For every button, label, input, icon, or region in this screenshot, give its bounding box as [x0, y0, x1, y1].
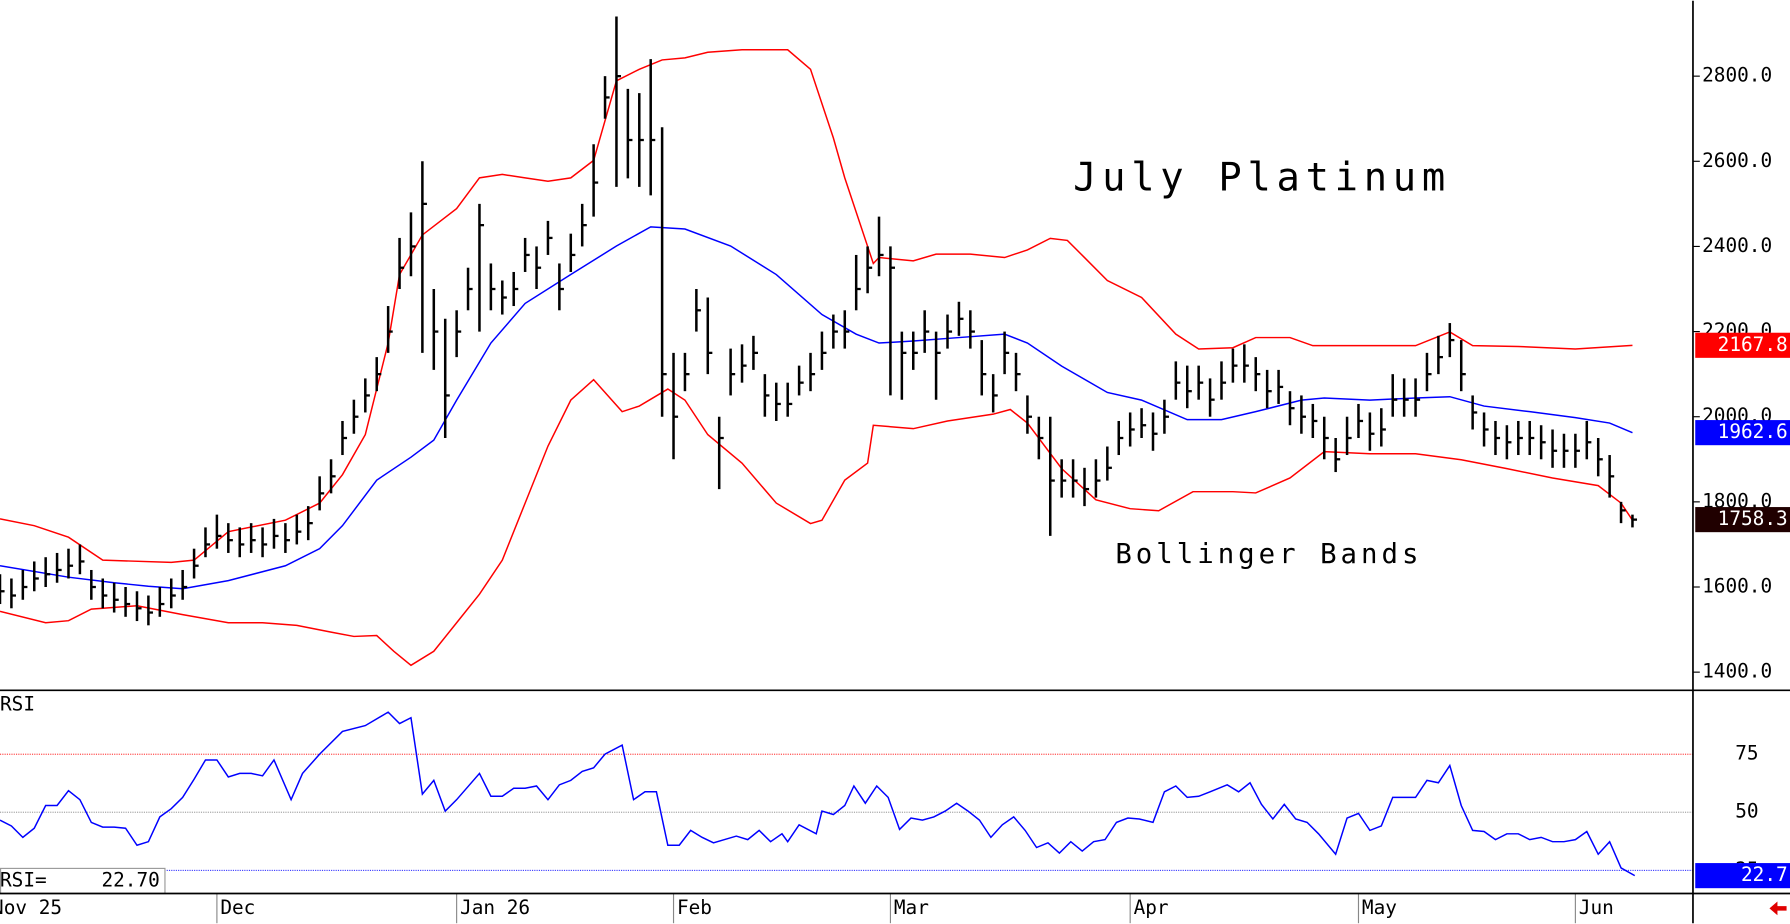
- x-tick-label: Nov 25: [0, 896, 62, 919]
- rsi-readout-label: RSI=: [0, 868, 47, 891]
- y-tick-label: 1400.0: [1702, 660, 1772, 683]
- bollinger-band: [0, 49, 1633, 564]
- last-value-box: [1695, 332, 1790, 358]
- annotation: Bollinger Bands: [1115, 539, 1422, 570]
- last-value-box: [1695, 420, 1790, 446]
- y-tick-label: 50: [1735, 800, 1758, 823]
- last-value-box: [1695, 863, 1790, 889]
- last-value-label: 1758.3: [1718, 507, 1788, 530]
- rsi-readout-value: 22.70: [101, 868, 159, 891]
- x-tick-label: Dec: [220, 896, 255, 919]
- chart-title: July Platinum: [1073, 156, 1451, 201]
- y-tick-label: 75: [1735, 742, 1758, 765]
- rsi-line: [0, 711, 1636, 877]
- x-tick-label: Jan 26: [460, 896, 530, 919]
- last-value-label: 2167.8: [1718, 333, 1788, 356]
- y-tick-label: 1600.0: [1702, 575, 1772, 598]
- scroll-arrow[interactable]: [1769, 901, 1787, 916]
- rsi-title: RSI: [0, 693, 35, 716]
- x-tick-label: Feb: [677, 896, 712, 919]
- y-tick-label: 2400.0: [1702, 234, 1772, 257]
- y-tick-label: 2800.0: [1702, 64, 1772, 87]
- x-tick-label: Jun: [1579, 896, 1614, 919]
- bollinger-band: [0, 378, 1634, 667]
- y-tick-label: 2600.0: [1702, 149, 1772, 172]
- x-tick-label: Apr: [1134, 896, 1169, 919]
- y-tick-label: 1800.0: [1702, 489, 1772, 512]
- x-tick-label: May: [1362, 896, 1397, 919]
- rsi-readout-box: [0, 867, 166, 895]
- x-tick-label: Mar: [894, 896, 929, 919]
- last-value-box: [1695, 507, 1790, 533]
- bollinger-band: [0, 226, 1633, 590]
- last-value-label: 1962.6: [1718, 420, 1788, 443]
- last-value-label: 22.7: [1741, 863, 1788, 886]
